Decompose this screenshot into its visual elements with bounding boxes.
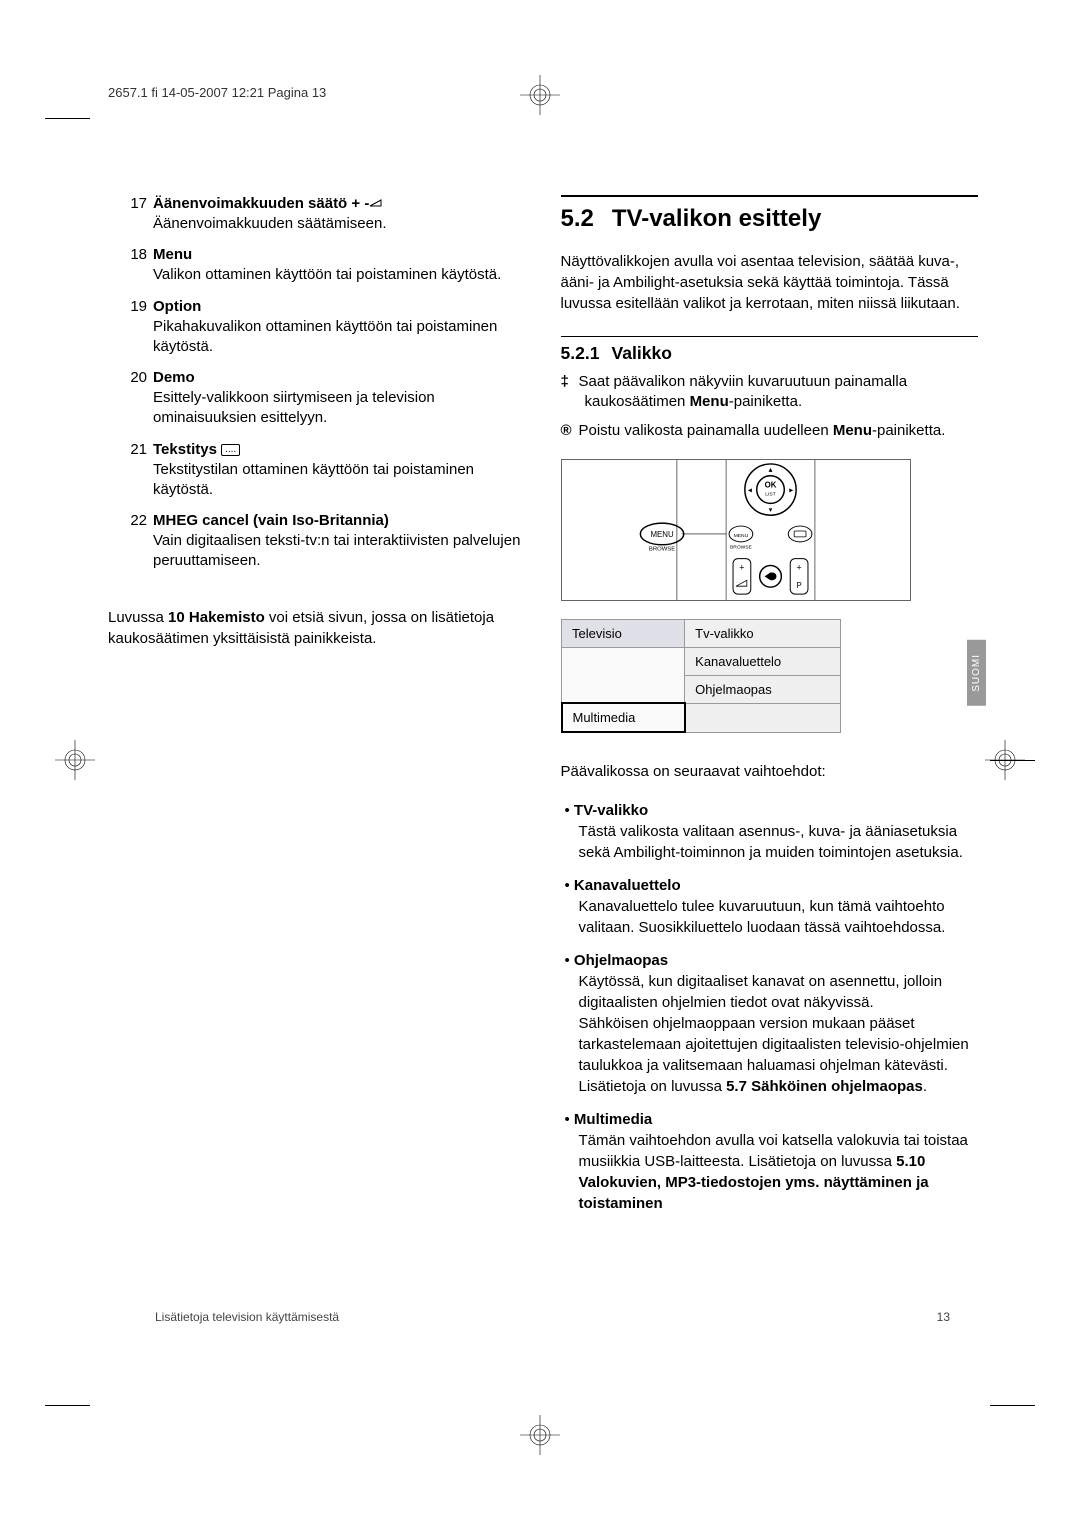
subsection-heading: 5.2.1Valikko — [561, 336, 979, 364]
list-item: 21Tekstitys ....Tekstitystilan ottaminen… — [153, 441, 526, 501]
bullet-item: KanavaluetteloKanavaluettelo tulee kuvar… — [579, 875, 979, 938]
svg-text:MENU: MENU — [650, 530, 673, 539]
crop-mark — [45, 118, 90, 119]
svg-text:▴: ▴ — [768, 465, 772, 474]
list-item: 17Äänenvoimakkuuden säätö + -Äänenvoimak… — [153, 195, 526, 234]
volume-icon — [369, 198, 383, 208]
crop-mark — [990, 1405, 1035, 1406]
svg-text:OK: OK — [764, 480, 776, 489]
step-item: ‡Saat päävalikon näkyviin kuvaruutuun pa… — [585, 372, 979, 413]
list-item: 19OptionPikahakuvalikon ottaminen käyttö… — [153, 298, 526, 358]
svg-text:+: + — [739, 562, 744, 572]
svg-text:LIST: LIST — [765, 491, 775, 497]
footer-left: Lisätietoja television käyttämisestä — [155, 1310, 339, 1324]
crop-mark — [45, 1405, 90, 1406]
list-item: 18MenuValikon ottaminen käyttöön tai poi… — [153, 246, 526, 285]
numbered-list: 17Äänenvoimakkuuden säätö + -Äänenvoimak… — [153, 195, 526, 572]
svg-text:BROWSE: BROWSE — [648, 546, 674, 552]
language-tab: SUOMI — [967, 640, 986, 706]
svg-text:MENU: MENU — [733, 533, 748, 539]
section-heading: 5.2TV-valikon esittely — [561, 195, 979, 233]
hakemisto-note: Luvussa 10 Hakemisto voi etsiä sivun, jo… — [108, 607, 526, 649]
section-intro: Näyttövalikkojen avulla voi asentaa tele… — [561, 251, 979, 314]
table-cell: Tv-valikko — [685, 619, 840, 647]
table-cell — [685, 703, 840, 732]
bullet-item: MultimediaTämän vaihtoehdon avulla voi k… — [579, 1109, 979, 1214]
registration-mark-icon — [55, 740, 95, 780]
list-item: 22MHEG cancel (vain Iso-Britannia)Vain d… — [153, 512, 526, 572]
table-cell: Ohjelmaopas — [685, 675, 840, 703]
registration-mark-icon — [520, 1415, 560, 1455]
table-cell: Televisio — [562, 619, 685, 647]
list-item: 20DemoEsittely-valikkoon siirtymiseen ja… — [153, 369, 526, 429]
svg-text:▾: ▾ — [768, 505, 772, 514]
mid-text: Päävalikossa on seuraavat vaihtoehdot: — [561, 761, 979, 782]
menu-table: TelevisioTv-valikko Kanavaluettelo Ohjel… — [561, 619, 841, 734]
table-cell — [562, 675, 685, 703]
registration-mark-icon — [985, 740, 1025, 780]
svg-text:▸: ▸ — [789, 485, 793, 494]
table-cell: Kanavaluettelo — [685, 647, 840, 675]
table-cell: Multimedia — [562, 703, 685, 732]
subtitle-icon: .... — [221, 444, 240, 456]
svg-text:P: P — [796, 581, 801, 590]
bullet-item: OhjelmaopasKäytössä, kun digitaaliset ka… — [579, 950, 979, 1097]
svg-text:BROWSE: BROWSE — [730, 544, 753, 550]
page-number: 13 — [937, 1310, 950, 1324]
svg-text:◂: ◂ — [747, 485, 751, 494]
print-header: 2657.1 fi 14-05-2007 12:21 Pagina 13 — [108, 85, 978, 100]
bullet-item: TV-valikkoTästä valikosta valitaan asenn… — [579, 800, 979, 863]
step-item: ®Poistu valikosta painamalla uudelleen M… — [585, 421, 979, 441]
remote-diagram: OK LIST ▴ ▾ ◂ ▸ MENU BROWSE MENU BROWSE — [561, 459, 911, 601]
table-cell — [562, 647, 685, 675]
svg-text:+: + — [796, 562, 801, 572]
